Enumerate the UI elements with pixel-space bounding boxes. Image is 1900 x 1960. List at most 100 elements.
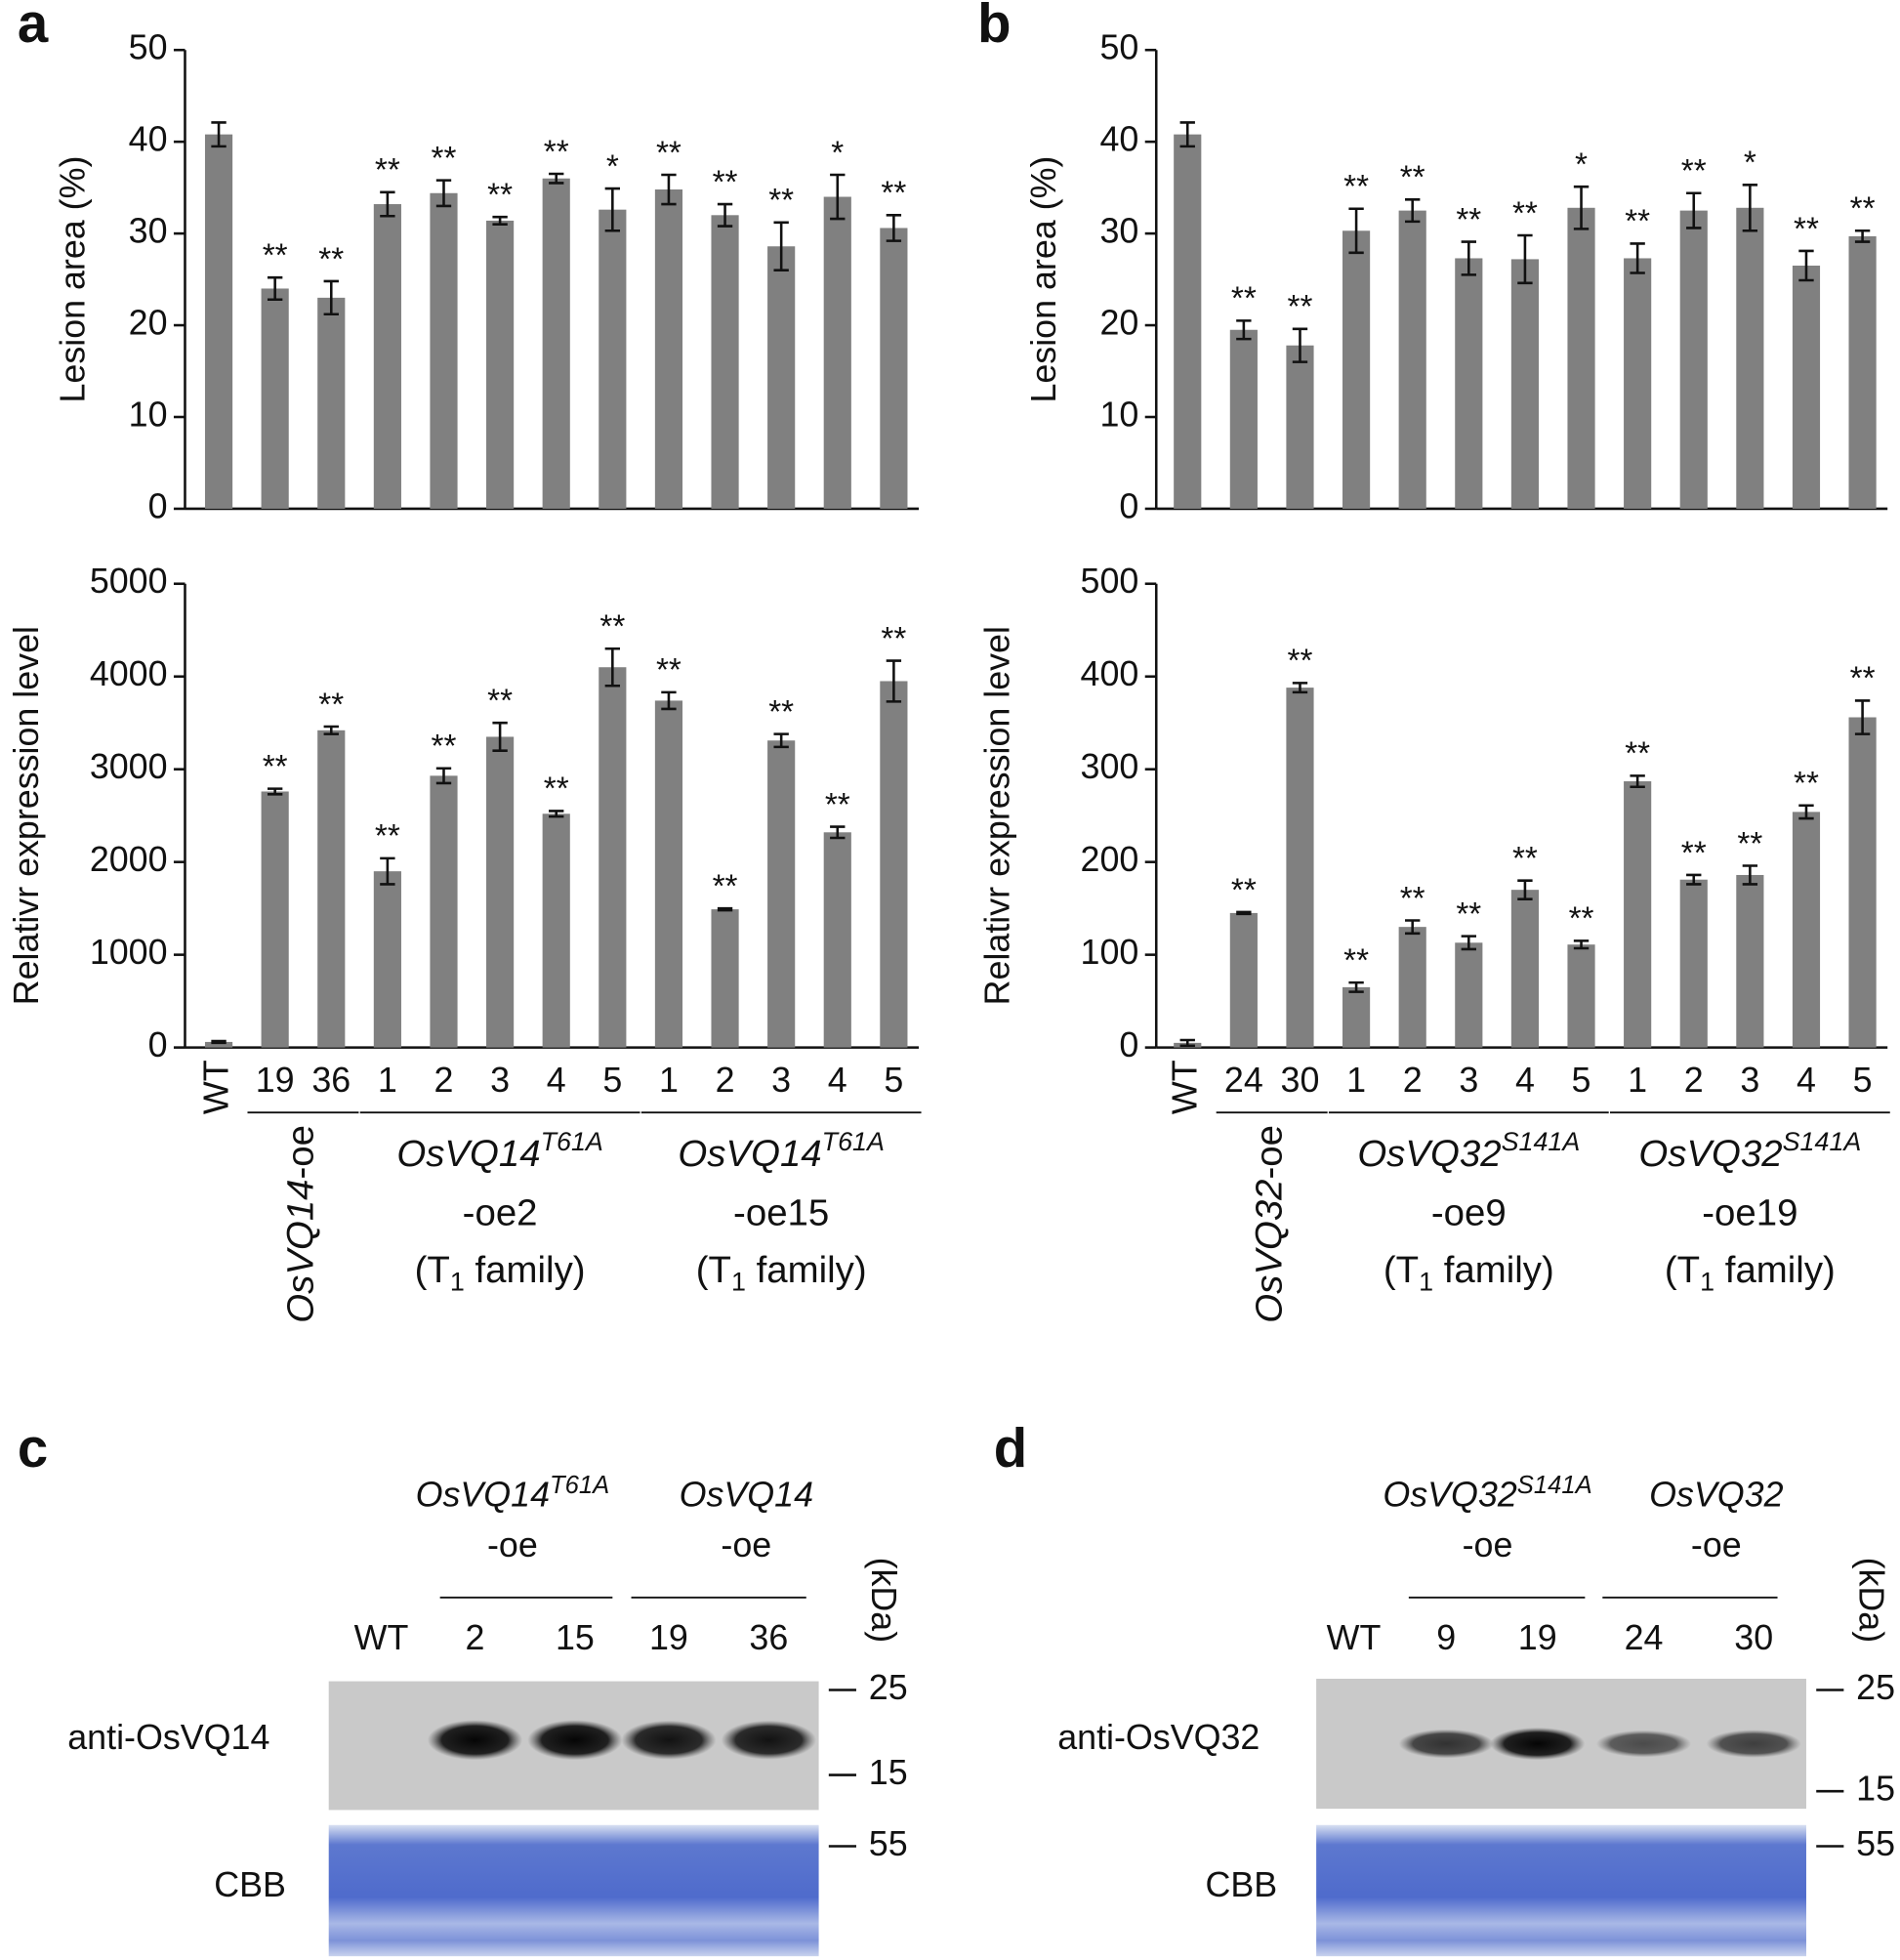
panel-label: b bbox=[977, 0, 1011, 54]
x-tick-label: 30 bbox=[1281, 1061, 1320, 1100]
significance: ** bbox=[1681, 835, 1707, 871]
y-tick-label: 10 bbox=[1099, 395, 1138, 434]
error-bar bbox=[435, 767, 452, 785]
error-bar bbox=[549, 172, 564, 185]
significance: ** bbox=[1794, 211, 1819, 247]
error-bar bbox=[886, 214, 902, 242]
y-tick-label: 50 bbox=[129, 28, 168, 67]
y-tick-label: 300 bbox=[1081, 747, 1139, 786]
subscript: 1 bbox=[731, 1268, 746, 1297]
panel-label: d bbox=[994, 1417, 1027, 1479]
bar bbox=[204, 1041, 233, 1048]
y-tick-label: 3000 bbox=[90, 747, 168, 786]
significance: ** bbox=[768, 183, 794, 219]
suffix: -oe bbox=[1249, 1125, 1291, 1179]
significance: ** bbox=[375, 152, 400, 188]
y-tick-label: 50 bbox=[1099, 28, 1138, 67]
error-bar bbox=[1292, 327, 1308, 363]
x-tick-label: 3 bbox=[771, 1061, 791, 1100]
x-tick-label: 4 bbox=[828, 1061, 847, 1100]
protein-band bbox=[1706, 1730, 1801, 1758]
group-label: -oe9 bbox=[1431, 1191, 1507, 1233]
error-bar bbox=[1292, 682, 1308, 694]
text: family) bbox=[1433, 1249, 1554, 1291]
bar bbox=[1398, 927, 1426, 1048]
error-bar bbox=[717, 202, 733, 228]
protein-band bbox=[427, 1720, 523, 1761]
x-tick-label: 2 bbox=[716, 1061, 735, 1100]
significance: ** bbox=[768, 694, 794, 730]
bar bbox=[317, 730, 346, 1048]
y-axis-label: Relativr expression level bbox=[978, 626, 1017, 1005]
error-bar bbox=[1405, 198, 1421, 224]
group-label: OsVQ32 bbox=[1649, 1476, 1783, 1515]
x-tick-label: 2 bbox=[1684, 1061, 1704, 1100]
bar bbox=[1510, 259, 1540, 509]
error-bar bbox=[380, 856, 395, 886]
significance: ** bbox=[318, 687, 344, 723]
bar bbox=[261, 791, 289, 1048]
group-label: -oe bbox=[1463, 1525, 1513, 1564]
group-label: OsVQ14-oe bbox=[280, 1125, 322, 1323]
marker-label: 55 bbox=[869, 1824, 908, 1863]
error-bar bbox=[1348, 980, 1364, 993]
significance: ** bbox=[1569, 901, 1594, 938]
group-label: (T1 family) bbox=[415, 1249, 586, 1296]
significance: ** bbox=[656, 135, 682, 171]
significance: ** bbox=[1625, 736, 1650, 772]
significance: ** bbox=[1343, 942, 1369, 979]
superscript: S141A bbox=[1517, 1472, 1592, 1499]
group-label: OsVQ14T61A bbox=[678, 1127, 885, 1175]
error-bar bbox=[267, 275, 283, 302]
significance: ** bbox=[825, 787, 850, 823]
y-tick-label: 20 bbox=[129, 304, 168, 343]
error-bar bbox=[1798, 249, 1814, 282]
bar bbox=[1736, 207, 1764, 509]
error-bar bbox=[1854, 229, 1871, 243]
cbb-image bbox=[1316, 1824, 1806, 1957]
x-tick-label: WT bbox=[197, 1060, 236, 1114]
bar bbox=[1624, 781, 1652, 1048]
bar bbox=[317, 297, 346, 509]
antibody-label: anti-OsVQ14 bbox=[67, 1718, 269, 1757]
x-tick-label: 1 bbox=[1628, 1061, 1647, 1100]
x-tick-label: 3 bbox=[1459, 1061, 1478, 1100]
error-bar bbox=[1179, 1038, 1195, 1047]
bar bbox=[711, 215, 739, 509]
error-bar bbox=[661, 690, 677, 711]
bar bbox=[654, 700, 683, 1048]
group-label: -oe15 bbox=[733, 1191, 829, 1233]
significance: ** bbox=[263, 238, 288, 274]
x-tick-label: 4 bbox=[547, 1061, 566, 1100]
group-label: OsVQ32-oe bbox=[1249, 1125, 1291, 1323]
y-axis-label: Lesion area (%) bbox=[53, 156, 92, 403]
gene-name: OsVQ14 bbox=[280, 1179, 322, 1322]
lane-label: 24 bbox=[1625, 1618, 1664, 1657]
bar bbox=[654, 189, 683, 509]
group-label: OsVQ32S141A bbox=[1638, 1127, 1861, 1175]
y-tick-label: 0 bbox=[148, 1025, 168, 1064]
superscript: S141A bbox=[1783, 1127, 1862, 1156]
gene-name: OsVQ32 bbox=[1249, 1179, 1291, 1322]
text: (T bbox=[696, 1249, 731, 1291]
error-bar bbox=[549, 810, 564, 818]
bar bbox=[880, 681, 908, 1048]
y-axis-label: Lesion area (%) bbox=[1024, 156, 1063, 403]
lane-label: WT bbox=[1327, 1618, 1382, 1657]
error-bar bbox=[1854, 699, 1871, 735]
protein-band bbox=[1595, 1730, 1692, 1758]
significance: ** bbox=[318, 241, 344, 277]
group-label: -oe bbox=[487, 1525, 538, 1564]
error-bar bbox=[1686, 873, 1702, 886]
y-tick-label: 30 bbox=[1099, 212, 1138, 251]
subscript: 1 bbox=[1700, 1268, 1714, 1297]
bar bbox=[204, 134, 233, 509]
x-tick-label: 4 bbox=[1797, 1061, 1816, 1100]
subscript: 1 bbox=[450, 1268, 465, 1297]
significance: * bbox=[606, 148, 619, 185]
bar bbox=[1342, 230, 1371, 509]
superscript: T61A bbox=[541, 1127, 603, 1156]
stain-label: CBB bbox=[1205, 1865, 1277, 1904]
error-bar bbox=[604, 646, 621, 688]
